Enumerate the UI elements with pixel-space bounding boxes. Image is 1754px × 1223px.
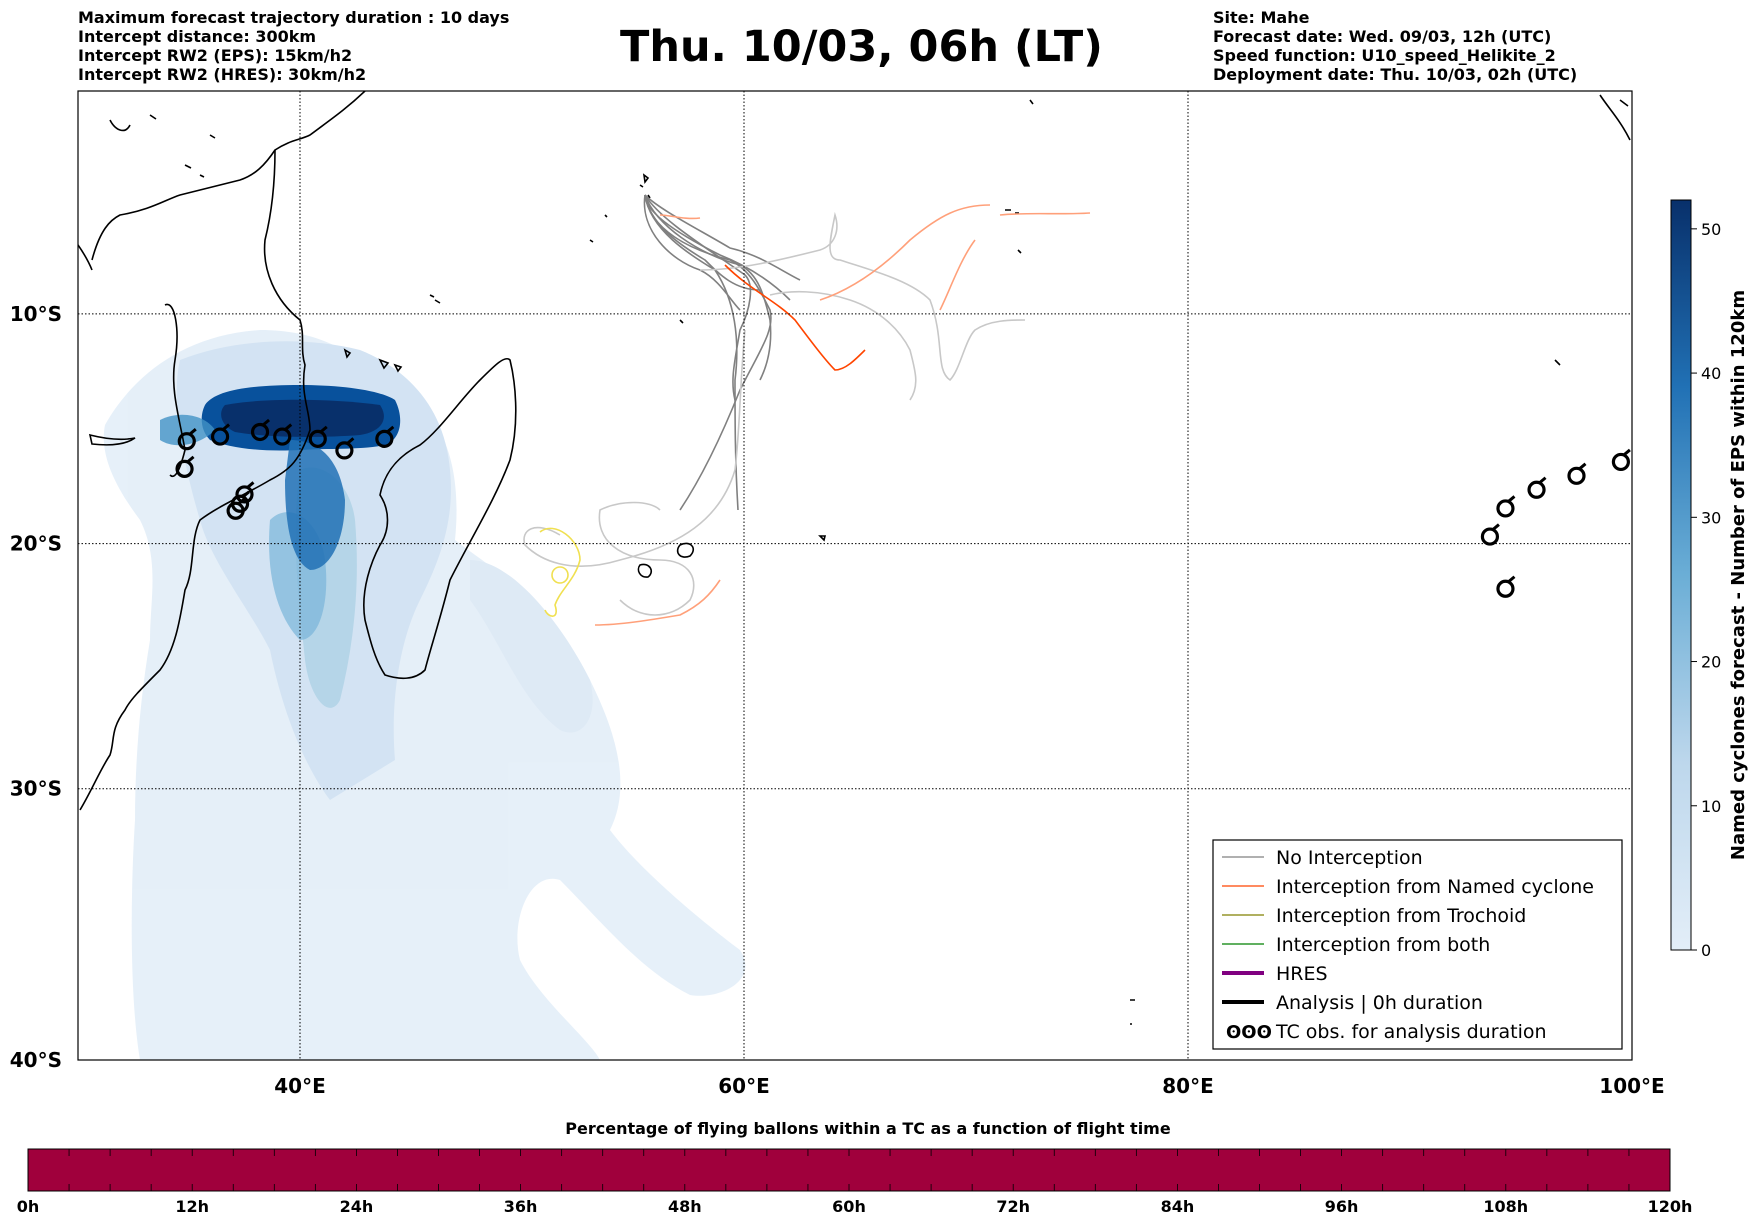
lat-label: 40°S (10, 1048, 62, 1072)
legend-item: Analysis | 0h duration (1222, 992, 1483, 1014)
graticule (78, 91, 1632, 1060)
flight-time-tick: 12h (175, 1197, 209, 1216)
trajectories-named-cyclone (594, 204, 1091, 626)
legend-box (1212, 839, 1623, 1050)
eps-colorbar-bar (1670, 199, 1692, 951)
tc-obs-icon (210, 423, 231, 446)
tc-obs-icon (335, 437, 355, 460)
legend-item: HRES (1222, 963, 1328, 985)
legend-label: Interception from Named cyclone (1276, 876, 1594, 898)
legend-label: TC obs. for analysis duration (1275, 1021, 1547, 1043)
latitude-labels: 10°S 20°S 30°S 40°S (10, 302, 62, 1072)
legend-item: Interception from Named cyclone (1222, 876, 1594, 898)
legend-item: No Interception (1222, 847, 1423, 869)
eps-colorbar-tick: 30 (1701, 508, 1721, 527)
legend: No Interception Interception from Named c… (1212, 839, 1623, 1050)
legend-label: Interception from Trochoid (1276, 905, 1526, 927)
run-parameters: Maximum forecast trajectory duration : 1… (78, 8, 509, 84)
tc-obs-icon (1496, 495, 1516, 518)
map-area (78, 91, 1653, 1060)
lon-label: 40°E (274, 1074, 326, 1098)
lat-label: 20°S (10, 532, 62, 556)
eps-colorbar-tick: 50 (1701, 220, 1721, 239)
tc-obs-icon (1527, 476, 1547, 499)
map-frame (77, 90, 1633, 1061)
eps-colorbar-tick: 0 (1701, 941, 1711, 960)
flight-time-tick: 108h (1483, 1197, 1528, 1216)
tc-obs-icon (1480, 523, 1500, 546)
flight-time-colorbar: Percentage of flying ballons within a TC… (17, 1119, 1693, 1216)
tc-obs-icon (1567, 462, 1587, 485)
flight-time-tick: 72h (996, 1197, 1030, 1216)
flight-time-tick: 48h (668, 1197, 702, 1216)
tc-obs-icon (175, 455, 195, 478)
speed-function: Speed function: U10_speed_Helikite_2 (1213, 46, 1556, 65)
site-name: Site: Mahe (1213, 8, 1310, 27)
param-rw2-hres: Intercept RW2 (HRES): 30km/h2 (78, 65, 367, 84)
flight-time-tick: 84h (1161, 1197, 1195, 1216)
tc-obs-icon (375, 425, 395, 448)
flight-time-colorbar-title: Percentage of flying ballons within a TC… (565, 1119, 1171, 1138)
deployment-date: Deployment date: Thu. 10/03, 02h (UTC) (1213, 65, 1578, 84)
legend-symbol: ʘʘʘ (1226, 1022, 1272, 1043)
legend-item: ʘʘʘ TC obs. for analysis duration (1226, 1021, 1547, 1043)
lat-label: 10°S (10, 302, 62, 326)
tc-obs-icon (235, 481, 255, 504)
tc-obs-markers (175, 418, 1653, 598)
tc-obs-icon (273, 423, 293, 446)
lon-label: 60°E (718, 1074, 770, 1098)
site-info: Site: Mahe Forecast date: Wed. 09/03, 12… (1213, 8, 1577, 84)
legend-label: Interception from both (1276, 934, 1490, 956)
trajectories-light (523, 211, 1026, 616)
eps-density-field (103, 330, 746, 1060)
lon-label: 80°E (1162, 1074, 1214, 1098)
tc-obs-icon (226, 497, 246, 520)
flight-time-tick: 0h (17, 1197, 40, 1216)
flight-time-tick: 120h (1648, 1197, 1693, 1216)
eps-colorbar-tick: 10 (1701, 797, 1721, 816)
flight-time-tick: 96h (1325, 1197, 1359, 1216)
lon-label: 100°E (1599, 1074, 1664, 1098)
tc-obs-icon (1496, 575, 1516, 598)
legend-item: Interception from both (1222, 934, 1490, 956)
legend-label: HRES (1276, 963, 1328, 985)
tc-obs-icon (177, 428, 197, 451)
forecast-date: Forecast date: Wed. 09/03, 12h (UTC) (1213, 27, 1552, 46)
trochoid-track (539, 527, 581, 617)
param-intercept-distance: Intercept distance: 300km (78, 27, 317, 46)
trajectories-no-interception (643, 194, 801, 511)
tc-obs-icon (308, 425, 328, 448)
map-title: Thu. 10/03, 06h (LT) (620, 22, 1103, 72)
eps-colorbar: 0 10 20 30 40 50 Named cyclones forecast - Nu… (1670, 199, 1749, 960)
lat-label: 30°S (10, 777, 62, 801)
tc-obs-icon (250, 418, 271, 442)
legend-item: Interception from Trochoid (1222, 905, 1526, 927)
flight-time-tick: 60h (832, 1197, 866, 1216)
param-rw2-eps: Intercept RW2 (EPS): 15km/h2 (78, 46, 353, 65)
tc-obs-icon (1636, 438, 1653, 458)
eps-colorbar-label: Named cyclones forecast - Number of EPS … (1728, 290, 1749, 860)
legend-label: Analysis | 0h duration (1276, 992, 1483, 1014)
flight-time-tick: 24h (340, 1197, 374, 1216)
eps-colorbar-tick: 20 (1701, 653, 1721, 672)
tc-obs-icon (1611, 448, 1631, 472)
flight-time-tick: 36h (504, 1197, 538, 1216)
param-duration: Maximum forecast trajectory duration : 1… (78, 8, 510, 27)
eps-colorbar-tick: 40 (1701, 364, 1721, 383)
legend-label: No Interception (1276, 847, 1423, 869)
longitude-labels: 40°E 60°E 80°E 100°E (274, 1074, 1664, 1098)
